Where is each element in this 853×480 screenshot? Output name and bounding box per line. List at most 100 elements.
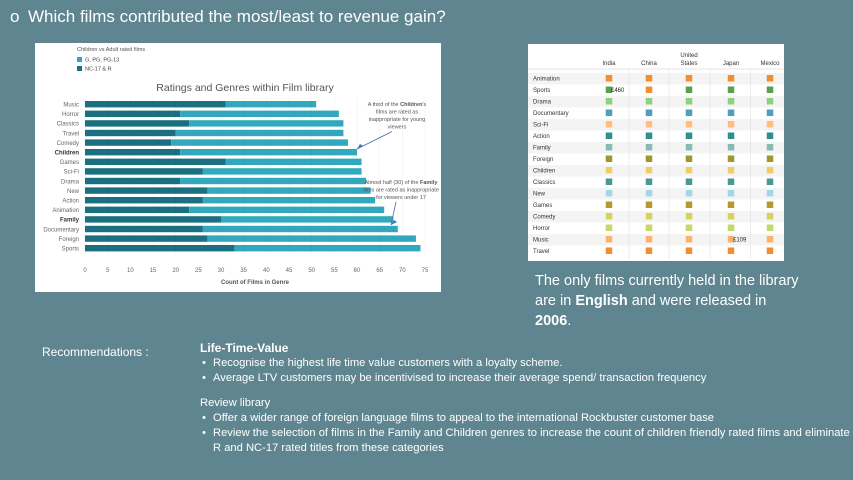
row-label: Family	[533, 146, 551, 152]
bar	[85, 216, 221, 223]
heatmap-cell	[685, 121, 693, 128]
heatmap-cell	[727, 75, 735, 82]
heatmap-cell	[645, 144, 653, 151]
bar	[85, 139, 172, 146]
bar	[225, 158, 362, 165]
chart-title: Ratings and Genres within Film library	[156, 82, 334, 94]
library-note: The only films currently held in the lib…	[535, 271, 835, 331]
heatmap-cell	[645, 121, 653, 128]
x-axis-title: Count of Films in Genre	[221, 280, 290, 286]
ltv-list: Recognise the highest life time value cu…	[200, 356, 850, 386]
y-tick-label: Classics	[57, 122, 79, 128]
heatmap-cell	[645, 132, 653, 139]
column-header: China	[641, 61, 657, 67]
x-tick-label: 70	[399, 268, 406, 274]
heatmap-cell	[727, 144, 735, 151]
annotation-arrowhead	[357, 144, 363, 149]
genre-country-heatmap-svg: India China United States Japan Mexico Animati…	[528, 53, 784, 259]
note-line2-suffix: and were released in	[627, 293, 767, 309]
bar	[189, 206, 385, 213]
heatmap-cell	[727, 178, 735, 185]
x-tick-label: 15	[150, 268, 157, 274]
table-row	[528, 199, 784, 211]
table-row	[528, 142, 784, 154]
heatmap-cell	[685, 236, 693, 243]
heatmap-cell	[605, 201, 613, 208]
heatmap-cell	[766, 190, 774, 197]
heatmap-cell	[685, 178, 693, 185]
table-row	[528, 153, 784, 165]
heatmap-cell	[605, 75, 613, 82]
heatmap-cell	[605, 86, 613, 93]
y-tick-label: Sci-Fi	[64, 170, 79, 176]
heatmap-cell	[645, 178, 653, 185]
table-row	[528, 165, 784, 177]
x-tick-label: 40	[263, 268, 270, 274]
x-tick-label: 60	[354, 268, 361, 274]
heatmap-cell	[727, 190, 735, 197]
heatmap-cell	[766, 144, 774, 151]
bar	[180, 177, 367, 185]
bar	[180, 110, 339, 117]
heatmap-cell	[645, 213, 653, 220]
table-row	[528, 211, 784, 223]
table-row	[528, 96, 784, 108]
genre-country-heatmap: India China United States Japan Mexico Animati…	[528, 44, 784, 261]
table-row	[528, 188, 784, 200]
note-year: 2006	[535, 313, 568, 329]
heatmap-cell	[685, 167, 693, 174]
y-tick-label: Drama	[61, 179, 80, 185]
bar	[85, 101, 226, 108]
row-label: Action	[533, 134, 550, 140]
bar	[85, 129, 176, 137]
x-tick-label: 30	[218, 268, 225, 274]
y-tick-label: Foreign	[59, 237, 79, 243]
table-row	[528, 119, 784, 131]
annotation: Almost half (30) of the Family films are …	[363, 180, 439, 201]
title-bullet: o	[10, 7, 20, 26]
bar	[202, 197, 376, 204]
heatmap-cell	[766, 86, 774, 93]
x-tick-label: 35	[240, 268, 247, 274]
x-tick-label: 65	[376, 268, 383, 274]
y-tick-label: Family	[60, 218, 80, 224]
heatmap-cell	[605, 178, 613, 185]
heatmap-cell	[685, 224, 693, 231]
heatmap-cell	[727, 86, 735, 93]
x-tick-label: 25	[195, 268, 202, 274]
heatmap-cell	[766, 121, 774, 128]
heatmap-cell	[727, 201, 735, 208]
heatmap-cell	[685, 247, 693, 254]
row-label: Music	[533, 238, 549, 244]
x-tick-label: 0	[83, 268, 87, 274]
column-header: United	[680, 53, 697, 59]
heatmap-cell	[605, 213, 613, 220]
column-header: Mexico	[760, 61, 780, 67]
heatmap-cell	[727, 167, 735, 174]
annotation: A third of the Children's films are rated…	[368, 102, 427, 131]
bar	[85, 225, 203, 233]
bar	[202, 168, 362, 175]
annotation-arrow	[356, 131, 393, 150]
heatmap-cell	[605, 167, 613, 174]
table-row	[528, 107, 784, 119]
heatmap-cell	[727, 109, 735, 116]
heatmap-cell	[605, 155, 613, 162]
table-row	[528, 245, 784, 257]
y-tick-label: Animation	[52, 208, 79, 214]
row-label: Games	[533, 203, 552, 209]
heatmap-cell	[766, 155, 774, 162]
bar	[85, 110, 181, 117]
heatmap-cell	[605, 190, 613, 197]
row-label: Animation	[533, 77, 560, 83]
row-label: New	[533, 192, 546, 198]
heatmap-cell	[645, 167, 653, 174]
x-tick-label: 5	[106, 268, 110, 274]
heatmap-cell	[766, 109, 774, 116]
cell-value-label: £109	[733, 238, 747, 244]
legend-swatch	[77, 66, 82, 71]
row-label: Horror	[533, 226, 550, 232]
heatmap-cell	[727, 236, 735, 243]
bar	[175, 129, 344, 137]
heatmap-cell	[685, 155, 693, 162]
